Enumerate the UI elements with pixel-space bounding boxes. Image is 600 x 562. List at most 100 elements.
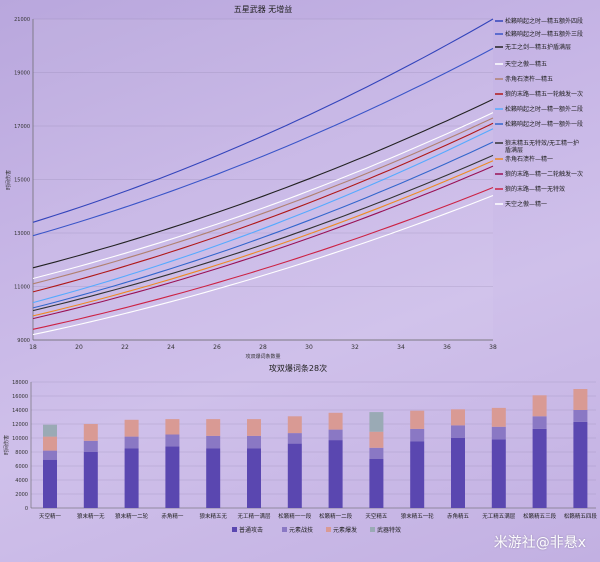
legend-label: 松籁响起之时—精五额外三段 bbox=[505, 30, 583, 38]
bar-segment bbox=[491, 407, 506, 427]
x-tick-label: 无工精一满层 bbox=[237, 512, 271, 520]
bar-segment bbox=[451, 438, 465, 508]
bar-segment bbox=[369, 447, 384, 459]
bar-segment bbox=[43, 450, 57, 460]
series-line bbox=[32, 47, 494, 237]
x-tick-label: 28 bbox=[259, 344, 267, 351]
x-tick-label: 34 bbox=[397, 344, 405, 351]
stacked-bar-chart: 0 2000 4000 6000 8000 10000 12000 14000 16000 180… bbox=[3, 363, 598, 534]
y-axis-label: 时间伤害 bbox=[3, 435, 10, 455]
y-tick-label: 12000 bbox=[12, 422, 28, 428]
series-line bbox=[32, 122, 494, 293]
y-tick-label: 10000 bbox=[12, 436, 28, 442]
y-tick-label: 9000 bbox=[17, 338, 30, 344]
y-tick-label: 18000 bbox=[12, 380, 28, 386]
bar-segment bbox=[165, 446, 180, 508]
legend-swatch bbox=[232, 527, 237, 532]
y-tick-label: 2000 bbox=[15, 492, 28, 498]
legend-label: 狼的末路—精五一轮触发一次 bbox=[505, 90, 583, 98]
x-axis-label: 攻双爆词条数量 bbox=[245, 353, 280, 360]
bar-segment bbox=[491, 426, 506, 440]
bar-segment bbox=[451, 425, 465, 438]
y-tick-label: 13000 bbox=[14, 231, 30, 237]
x-tick-label: 32 bbox=[351, 344, 359, 351]
x-tick-label: 赤角精一 bbox=[161, 512, 184, 520]
bar-segment bbox=[573, 389, 588, 410]
bar-segment bbox=[532, 395, 547, 417]
legend-swatch bbox=[282, 527, 287, 532]
series-line bbox=[32, 186, 494, 330]
x-tick-label: 松籁精五四段 bbox=[564, 512, 598, 520]
legend-label: 松籁响起之时—精一额外二段 bbox=[505, 105, 583, 113]
watermark: 米游社@非悬x bbox=[493, 535, 586, 551]
bar-segment bbox=[206, 419, 221, 436]
bar-segment bbox=[287, 416, 302, 434]
legend-label: 普通攻击 bbox=[239, 526, 263, 534]
bar-segment bbox=[124, 419, 139, 437]
bar-segment bbox=[83, 440, 98, 452]
chart-title: 攻双爆词条28次 bbox=[269, 363, 327, 373]
y-tick-label: 14000 bbox=[12, 408, 28, 414]
x-tick-label: 狼末精一二轮 bbox=[115, 512, 149, 520]
x-tick-label: 狼末精五一轮 bbox=[401, 512, 435, 520]
bar-segment bbox=[328, 440, 343, 508]
y-tick-label: 6000 bbox=[15, 464, 28, 470]
series-line bbox=[32, 160, 494, 317]
x-tick-label: 24 bbox=[167, 344, 175, 351]
x-tick-label: 22 bbox=[121, 344, 129, 351]
series-line bbox=[32, 112, 494, 280]
bar-segment bbox=[247, 435, 261, 449]
x-tick-label: 天空精五 bbox=[365, 512, 388, 520]
x-tick-label: 30 bbox=[305, 344, 313, 351]
y-tick-label: 15000 bbox=[14, 178, 30, 184]
bar-segment bbox=[573, 410, 588, 422]
bar-segment bbox=[83, 452, 98, 508]
legend-label: 赤角石溃杵—精五 bbox=[505, 75, 553, 83]
x-tick-label: 无工精五满层 bbox=[482, 512, 516, 520]
legend-label: 元素战技 bbox=[289, 526, 313, 534]
legend-label: 狼的末路—精一二轮触发一次 bbox=[505, 170, 583, 178]
y-tick-label: 16000 bbox=[12, 394, 28, 400]
legend-label: 无工之剑—精五护盾满层 bbox=[505, 43, 571, 51]
legend-label: 狼的末路—精一无特效 bbox=[505, 185, 565, 193]
bar-segment bbox=[328, 429, 343, 441]
legend-label-cont: 盾满层 bbox=[505, 146, 523, 154]
x-tick-label: 狼末精五无 bbox=[199, 512, 227, 520]
legend-label: 赤角石溃杵—精一 bbox=[505, 155, 553, 163]
bar-segment bbox=[124, 448, 139, 508]
bar-segment bbox=[165, 419, 180, 435]
x-tick-label: 18 bbox=[29, 344, 37, 351]
bar-segment bbox=[451, 409, 465, 426]
legend-label: 狼末精五无特效/无工精一护 bbox=[505, 139, 579, 147]
legend-label: 天空之傲—精一 bbox=[505, 200, 547, 208]
legend-label: 松籁响起之时—精一额外一段 bbox=[505, 120, 583, 128]
x-tick-label: 20 bbox=[75, 344, 83, 351]
x-tick-label: 松籁精五三段 bbox=[523, 512, 557, 520]
bar-segment bbox=[328, 412, 343, 430]
legend-swatch bbox=[370, 527, 375, 532]
line-chart: 9000 11000 13000 15000 17000 19000 21000 18 20 22… bbox=[5, 4, 583, 360]
bar-segment bbox=[491, 439, 506, 508]
plot-area bbox=[33, 19, 493, 340]
bar-segment bbox=[206, 435, 221, 449]
series-line bbox=[32, 194, 494, 336]
bar-segment bbox=[410, 441, 425, 508]
series-line bbox=[32, 128, 494, 304]
bar-segment bbox=[410, 428, 425, 442]
chart-title: 五星武器 无增益 bbox=[234, 4, 293, 14]
bar-segment bbox=[287, 433, 302, 444]
series-line bbox=[32, 165, 494, 320]
y-tick-label: 11000 bbox=[14, 285, 30, 291]
series-line bbox=[32, 141, 494, 309]
y-tick-label: 0 bbox=[25, 506, 28, 512]
x-tick-label: 狼末精一无 bbox=[77, 512, 105, 520]
bar-segment bbox=[43, 459, 57, 508]
series-line bbox=[32, 154, 494, 312]
series-line bbox=[32, 117, 494, 285]
legend-swatch bbox=[326, 527, 331, 532]
x-tick-label: 赤角精五 bbox=[447, 512, 470, 520]
bar-segment bbox=[369, 459, 384, 508]
bar-segment bbox=[532, 428, 547, 508]
legend-label: 松籁响起之时—精五额外四段 bbox=[505, 17, 583, 25]
